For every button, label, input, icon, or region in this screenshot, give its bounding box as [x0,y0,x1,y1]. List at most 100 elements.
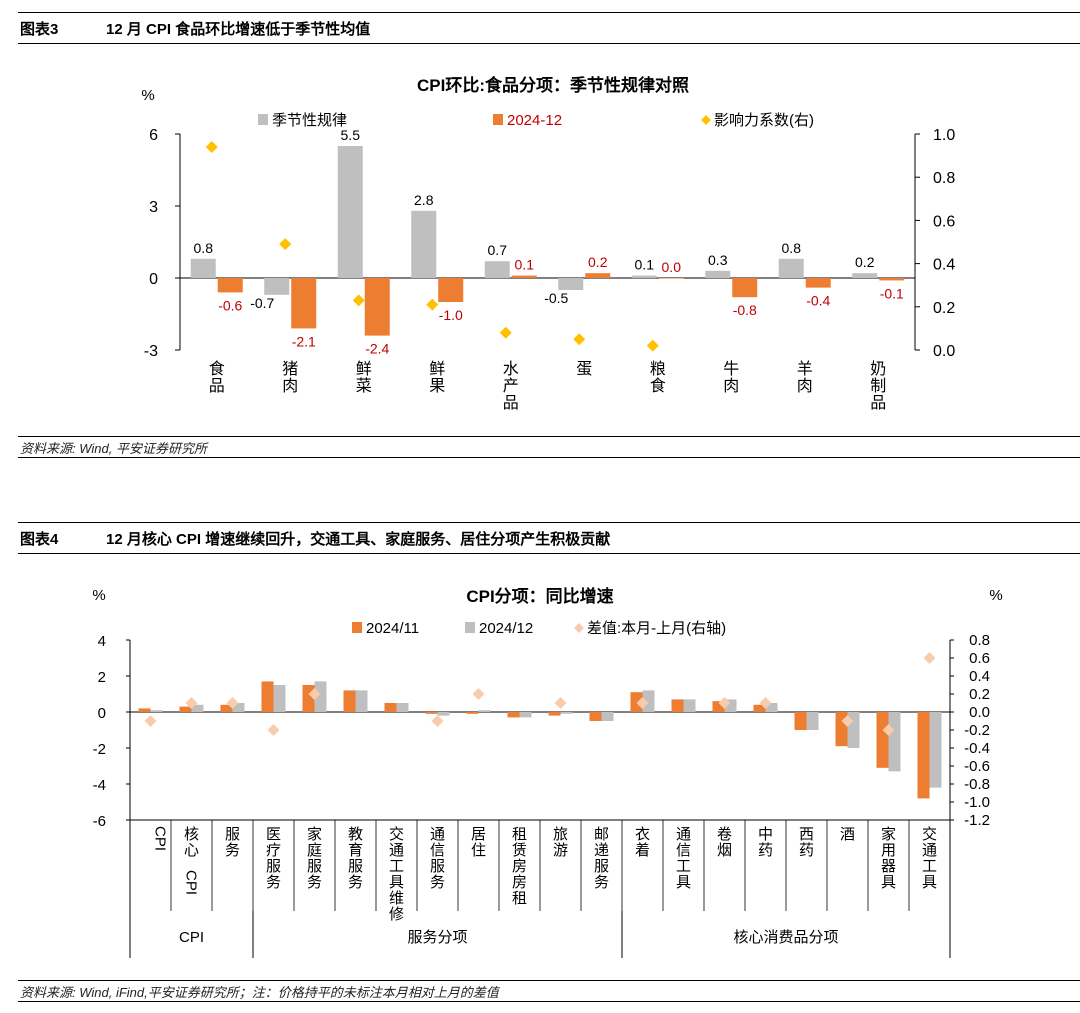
bar-2024-12 [805,278,831,288]
data-label: 5.5 [341,127,361,143]
data-label: 2.8 [414,192,434,208]
data-label: 0.8 [194,240,214,256]
figure4-source: 资料来源: Wind, iFind,平安证券研究所；注：价格持平的未标注本月相对… [18,980,1080,1002]
legend-marker-0 [258,114,268,125]
chart-food-cpi: CPI环比:食品分项：季节性规律对照% 季节性规律 2024-12 影响力系数(右) -… [141,75,955,412]
x-tick-label: 家庭服务 [307,826,322,891]
y-tick-label-left: -6 [93,813,106,830]
y-tick-label-right: 0.4 [969,668,990,685]
bar-2024-12 [150,710,163,712]
x-tick-label: 服务 [225,826,240,859]
data-label: -0.1 [880,285,904,301]
x-tick-label: CPI [152,826,169,851]
data-label: 0.2 [855,254,875,270]
bar-seasonal [190,258,216,278]
x-tick-label: 猪肉 [282,360,298,395]
bar-2024-12 [879,278,905,281]
bar-2024-12 [732,278,758,298]
legend-label-2: 影响力系数(右) [714,112,814,129]
legend-marker-2 [701,115,711,125]
data-label: -0.7 [250,295,274,311]
diamond-impact [573,333,586,346]
y-tick-label-left: -4 [93,777,106,794]
x-tick-label: 核心 [184,826,199,859]
bar-seasonal [631,275,657,278]
y-tick-label-right: 0.2 [933,300,955,317]
x-tick-label: 奶制品 [870,360,886,412]
bar-2024-12 [273,685,286,712]
y-axis-unit-right: % [989,587,1002,604]
diamond-impact [205,140,218,153]
data-label: 0.0 [662,259,682,275]
figure4-number: 图表4 [20,530,59,548]
data-label: -0.5 [544,290,568,306]
data-label: 0.7 [488,242,508,258]
bar-seasonal [264,278,290,295]
y-tick-label-right: 0.6 [933,213,955,230]
diamond-diff [144,715,157,727]
chart-core-cpi: CPI分项：同比增速% % 2024/11 2024/12 差值:本月-上月(右轴) -6… [92,586,1003,958]
bar-seasonal [852,273,878,278]
x-tick-label: 通信服务 [430,826,445,891]
bar-2024-12 [658,278,684,279]
group-label: 服务分项 [407,929,467,946]
y-tick-label-right: -0.2 [964,722,990,739]
data-label: 0.1 [635,257,655,273]
bar-2024-11 [876,712,889,768]
y-tick-label-right: -1.2 [964,812,990,829]
figure3-title: 12 月 CPI 食品环比增速低于季节性均值 [106,20,371,38]
bar-2024-11 [302,685,315,712]
diamond-diff [554,697,567,709]
bar-2024-11 [466,712,479,714]
bar-2024-12 [314,681,327,712]
bar-2024-12 [478,710,491,712]
legend-label-0: 2024/11 [366,620,419,637]
figure3-number: 图表3 [20,20,59,38]
diamond-diff [882,724,895,736]
figure3-header: 图表3 12 月 CPI 食品环比增速低于季节性均值 [18,12,1080,44]
x-tick-label: 羊肉 [797,360,813,395]
diamond-diff [472,688,485,700]
y-tick-label-right: 0.8 [969,632,990,649]
bar-2024-12 [232,703,245,712]
diamond-diff [759,697,772,709]
diamond-diff [185,697,198,709]
data-label: 0.3 [708,252,728,268]
bar-2024-11 [138,708,151,712]
diamond-diff [431,715,444,727]
legend-label-1: 2024/12 [479,620,533,637]
diamond-diff [923,652,936,664]
group-label: 核心消费品分项 [733,929,838,946]
x-tick-label: 旅游 [553,826,568,859]
bar-seasonal [705,270,731,278]
x-tick-label: 中药 [758,826,773,859]
bar-2024-12 [364,278,390,336]
y-tick-label-right: -1.0 [964,794,990,811]
data-label: -0.6 [218,297,242,313]
y-axis-unit-left: % [92,587,105,604]
chart-title: CPI分项：同比增速 [466,586,613,606]
bar-2024-11 [753,704,766,712]
figure4-title: 12 月核心 CPI 增速继续回升，交通工具、家庭服务、居住分项产生积极贡献 [106,530,611,548]
data-label: 0.1 [515,257,535,273]
y-tick-label-left: 0 [98,705,106,722]
legend-marker-0 [352,622,362,633]
x-tick-label: 交通工具 [922,825,937,891]
data-label: -1.0 [439,307,463,323]
diamond-diff [718,697,731,709]
diamond-diff [308,688,321,700]
bar-seasonal [778,258,804,278]
bar-2024-12 [888,712,901,772]
x-tick-label: 医疗服务 [266,826,281,891]
bar-2024-11 [261,681,274,712]
legend-marker-1 [493,114,503,125]
bar-2024-12 [929,712,942,788]
bar-2024-11 [712,701,725,712]
y-tick-label-right: -0.4 [964,740,990,757]
x-tick-label: 通信工具 [676,826,691,891]
x-tick-label: 租赁房房租 [512,826,527,907]
bar-2024-12 [291,278,317,329]
x-tick-label: 居住 [471,826,486,859]
diamond-impact [352,294,365,307]
chart-title: CPI环比:食品分项：季节性规律对照 [417,75,689,95]
